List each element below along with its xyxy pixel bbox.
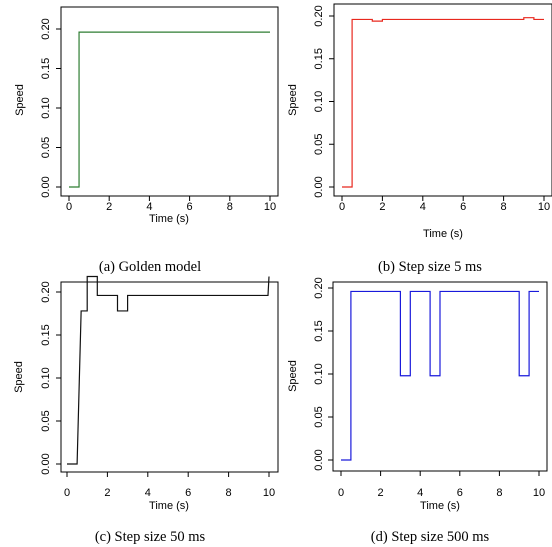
series-line: [69, 31, 270, 188]
series-layer: [342, 17, 544, 188]
y-axis-label: Speed: [13, 361, 25, 393]
x-tick-label: 2: [379, 201, 385, 213]
y-axis-label: Speed: [287, 360, 299, 392]
y-axis-label: Speed: [287, 84, 299, 116]
series-layer: [69, 31, 270, 188]
y-tick-label: 0.00: [313, 449, 325, 470]
y-tick-label: 0.10: [40, 367, 52, 388]
plot-frame: [332, 281, 548, 472]
series-layer: [67, 275, 270, 465]
y-axis: 0.00 0.05 0.10 0.15 0.20: [313, 5, 334, 198]
x-tick-label: 6: [460, 201, 466, 213]
panel-a: 0 2 4 6 8 10 0.00 0.05 0.10 0.15 0.20 Time (s) Sp…: [14, 6, 279, 275]
x-tick-label: 10: [263, 487, 275, 499]
series-line: [67, 275, 270, 465]
y-tick-label: 0.05: [313, 406, 325, 427]
plot-frame: [60, 281, 279, 473]
x-axis-label: Time (s): [420, 500, 460, 512]
x-tick-label: 0: [64, 487, 70, 499]
panel-c: 0 2 4 6 8 10 0.00 0.05 0.10 0.15 0.20 Time (s) Sp…: [13, 275, 279, 545]
y-tick-label: 0.05: [40, 137, 52, 158]
panel-caption: (d) Step size 500 ms: [371, 529, 490, 545]
y-tick-label: 0.15: [313, 320, 325, 341]
x-axis-label: Time (s): [149, 500, 189, 512]
x-axis-label: Time (s): [149, 213, 189, 225]
y-tick-label: 0.10: [313, 363, 325, 384]
y-tick-label: 0.00: [40, 453, 52, 474]
x-tick-label: 6: [185, 487, 191, 499]
x-tick-label: 6: [187, 201, 193, 213]
x-tick-label: 4: [146, 201, 152, 213]
y-tick-label: 0.15: [313, 48, 325, 69]
series-line: [341, 290, 539, 461]
x-tick-label: 8: [226, 487, 232, 499]
x-axis: 0 2 4 6 8 10: [64, 472, 275, 499]
y-axis: 0.00 0.05 0.10 0.15 0.20: [313, 277, 333, 471]
y-tick-label: 0.10: [40, 97, 52, 118]
x-axis: 0 2 4 6 8 10: [339, 196, 550, 213]
x-tick-label: 10: [533, 487, 545, 499]
y-tick-label: 0.10: [313, 91, 325, 112]
series-line: [342, 17, 544, 188]
x-tick-label: 2: [106, 201, 112, 213]
x-tick-label: 4: [417, 487, 423, 499]
y-axis: 0.00 0.05 0.10 0.15 0.20: [40, 281, 61, 475]
y-tick-label: 0.15: [40, 58, 52, 79]
y-tick-label: 0.15: [40, 324, 52, 345]
y-tick-label: 0.20: [40, 18, 52, 39]
x-tick-label: 10: [538, 201, 550, 213]
y-tick-label: 0.00: [40, 176, 52, 197]
x-tick-label: 8: [227, 201, 233, 213]
y-tick-label: 0.05: [313, 134, 325, 155]
x-tick-label: 0: [339, 201, 345, 213]
x-tick-label: 6: [457, 487, 463, 499]
x-tick-label: 8: [496, 487, 502, 499]
panel-b: 0 2 4 6 8 10 0.00 0.05 0.10 0.15 0.20 Time (s) Sp…: [287, 3, 552, 275]
panel-caption: (c) Step size 50 ms: [95, 529, 206, 545]
panel-d: 0 2 4 6 8 10 0.00 0.05 0.10 0.15 0.20 Time (s) Sp…: [287, 277, 548, 545]
y-tick-label: 0.20: [313, 5, 325, 26]
plot-frame: [60, 6, 279, 197]
x-tick-label: 4: [145, 487, 151, 499]
y-tick-label: 0.20: [313, 277, 325, 298]
plot-frame: [333, 3, 552, 197]
x-tick-label: 4: [420, 201, 426, 213]
x-tick-label: 2: [104, 487, 110, 499]
y-axis-label: Speed: [14, 84, 26, 116]
y-tick-label: 0.00: [313, 176, 325, 197]
x-axis: 0 2 4 6 8 10: [338, 471, 545, 499]
x-tick-label: 8: [501, 201, 507, 213]
panel-caption: (b) Step size 5 ms: [378, 259, 482, 275]
x-tick-label: 2: [378, 487, 384, 499]
panel-caption: (a) Golden model: [99, 259, 201, 275]
x-tick-label: 0: [338, 487, 344, 499]
x-axis: 0 2 4 6 8 10: [66, 196, 276, 213]
y-tick-label: 0.05: [40, 410, 52, 431]
x-tick-label: 0: [66, 201, 72, 213]
x-axis-label: Time (s): [423, 228, 463, 240]
y-axis: 0.00 0.05 0.10 0.15 0.20: [40, 18, 61, 198]
y-tick-label: 0.20: [40, 281, 52, 302]
series-layer: [341, 290, 539, 461]
x-tick-label: 10: [264, 201, 276, 213]
